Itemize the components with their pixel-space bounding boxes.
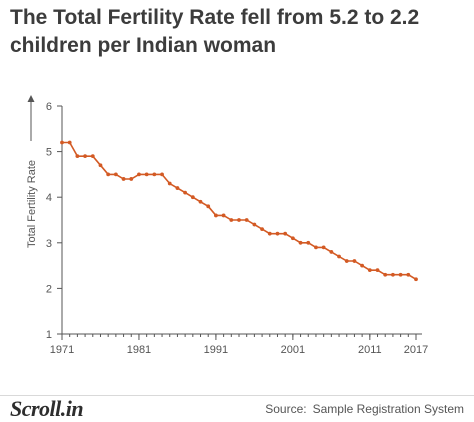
y-tick-label: 5 [46, 147, 52, 159]
data-point [383, 272, 388, 277]
x-tick-label: 2001 [281, 344, 305, 356]
data-point [137, 172, 141, 177]
chart-title: The Total Fertility Rate fell from 5.2 t… [10, 6, 420, 57]
data-point [306, 240, 311, 245]
data-point [121, 177, 126, 181]
chart-series [60, 140, 418, 282]
data-point [221, 213, 226, 218]
y-axis-title-rotated: Total Fertility Rate [26, 95, 38, 248]
data-point [190, 195, 195, 200]
source-text: Sample Registration System [312, 402, 464, 416]
x-tick-label: 1991 [204, 344, 228, 356]
data-point [375, 268, 380, 273]
data-point [290, 236, 295, 241]
footer-divider [0, 395, 474, 396]
data-point [113, 172, 118, 177]
data-point [83, 154, 87, 159]
data-point [367, 268, 372, 273]
data-point [183, 190, 188, 195]
data-point [260, 227, 264, 232]
x-tick-label: 1981 [127, 344, 151, 356]
data-point [360, 263, 365, 268]
data-point [391, 272, 395, 277]
data-point [129, 177, 134, 181]
y-axis-title-group: Total Fertility Rate [26, 95, 38, 248]
data-point [337, 254, 341, 259]
data-point [298, 240, 303, 245]
data-point [98, 163, 103, 168]
x-tick-label: 2017 [404, 344, 428, 356]
data-point [414, 277, 418, 282]
x-tick-label: 2011 [358, 344, 382, 356]
data-point [152, 172, 157, 177]
x-tick-label: 1971 [50, 344, 74, 356]
data-point [344, 259, 349, 263]
fertility-line-chart: 6 5 4 3 2 1 1971 1981 1991 2001 2011 2017 Total Fer… [26, 95, 428, 356]
data-point [175, 186, 180, 190]
y-tick-label: 3 [46, 238, 52, 250]
data-point [160, 172, 164, 177]
data-point [60, 140, 64, 145]
y-axis-arrow-head [27, 95, 35, 102]
y-tick-label: 6 [46, 101, 52, 113]
data-point [214, 213, 218, 218]
data-point [406, 272, 411, 277]
data-point [106, 172, 111, 177]
data-point [267, 231, 272, 236]
data-point [275, 231, 280, 236]
data-point [237, 218, 241, 222]
brand-logo[interactable]: Scroll.in [10, 396, 84, 421]
source-note: Source: Sample Registration System [265, 402, 464, 416]
data-point [398, 272, 403, 277]
data-point [229, 218, 234, 222]
y-tick-label: 1 [46, 329, 52, 341]
series-line [62, 141, 417, 280]
data-point [167, 181, 172, 186]
y-tick-label: 2 [46, 283, 52, 295]
data-point [75, 154, 80, 159]
data-point [144, 172, 149, 177]
data-point [198, 199, 203, 204]
chart-ticks: 6 5 4 3 2 1 1971 1981 1991 2001 2011 2017 [46, 101, 428, 356]
data-point [252, 222, 257, 227]
data-point [90, 154, 95, 159]
data-point [321, 245, 326, 250]
data-point [67, 140, 72, 145]
source-label: Source: [265, 402, 307, 416]
data-point [244, 218, 249, 222]
data-point [329, 250, 334, 254]
data-point [283, 231, 288, 236]
y-axis-title: Total Fertility Rate [26, 160, 38, 248]
data-point [314, 245, 318, 250]
data-point [352, 259, 357, 263]
data-point [206, 204, 211, 209]
y-tick-label: 4 [46, 192, 52, 204]
